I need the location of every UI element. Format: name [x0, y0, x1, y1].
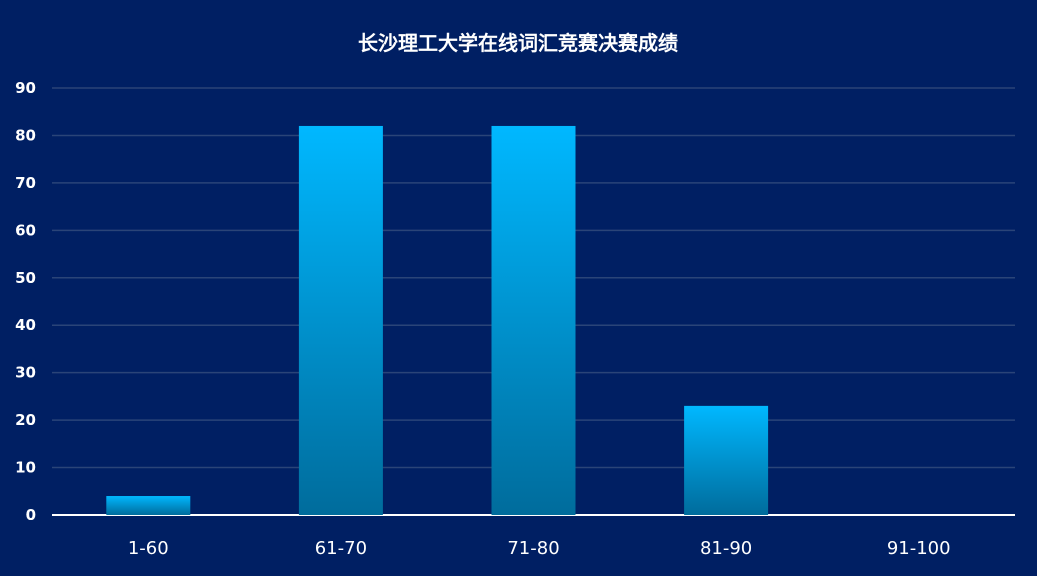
y-tick-label: 30 [15, 364, 36, 382]
x-tick-label: 1-60 [128, 538, 169, 559]
bar-61-70[interactable] [298, 125, 383, 515]
y-tick-label: 60 [15, 221, 36, 239]
x-tick-label: 61-70 [315, 538, 367, 559]
y-tick-label: 0 [26, 506, 36, 524]
chart-title: 长沙理工大学在线词汇竞赛决赛成绩 [358, 31, 678, 55]
y-tick-label: 40 [15, 316, 36, 334]
bar-71-80[interactable] [491, 125, 576, 515]
y-tick-label: 70 [15, 174, 36, 192]
y-tick-label: 80 [15, 126, 36, 144]
y-tick-label: 50 [15, 269, 36, 287]
x-tick-label: 91-100 [887, 538, 951, 559]
y-tick-label: 10 [15, 459, 36, 477]
y-tick-label: 20 [15, 411, 36, 429]
bar-1-60[interactable] [106, 496, 191, 515]
y-tick-label: 90 [15, 79, 36, 97]
x-tick-label: 71-80 [507, 538, 559, 559]
bar-81-90[interactable] [684, 405, 769, 515]
x-tick-label: 81-90 [700, 538, 752, 559]
